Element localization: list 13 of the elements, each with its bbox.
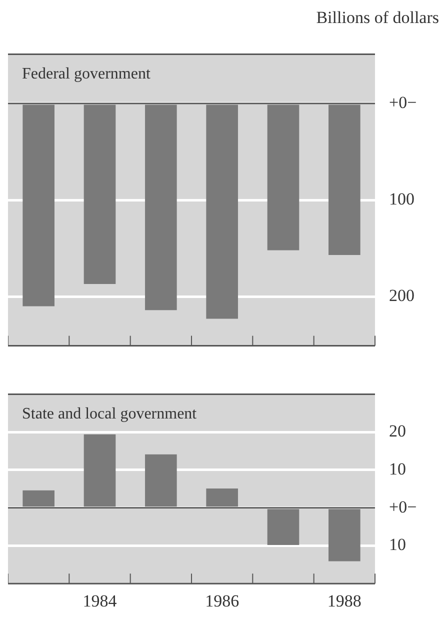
y-tick-label: 100: [389, 189, 414, 208]
x-tick-label: 1986: [205, 591, 240, 610]
x-tick-label: 1988: [327, 591, 362, 610]
text: State and local government: [22, 405, 198, 422]
y-tick-label: 20: [389, 422, 406, 441]
y-tick-label: 10: [389, 459, 406, 478]
text: Federal government: [22, 65, 151, 82]
y-tick-label: 200: [389, 286, 414, 306]
y-tick-label: +0−: [389, 92, 417, 112]
y-tick-label: 10: [389, 535, 406, 554]
y-axis-title: Billions of dollars: [315, 8, 439, 29]
y-tick-label: +0−: [389, 497, 417, 516]
x-tick-label: 1984: [82, 591, 118, 610]
